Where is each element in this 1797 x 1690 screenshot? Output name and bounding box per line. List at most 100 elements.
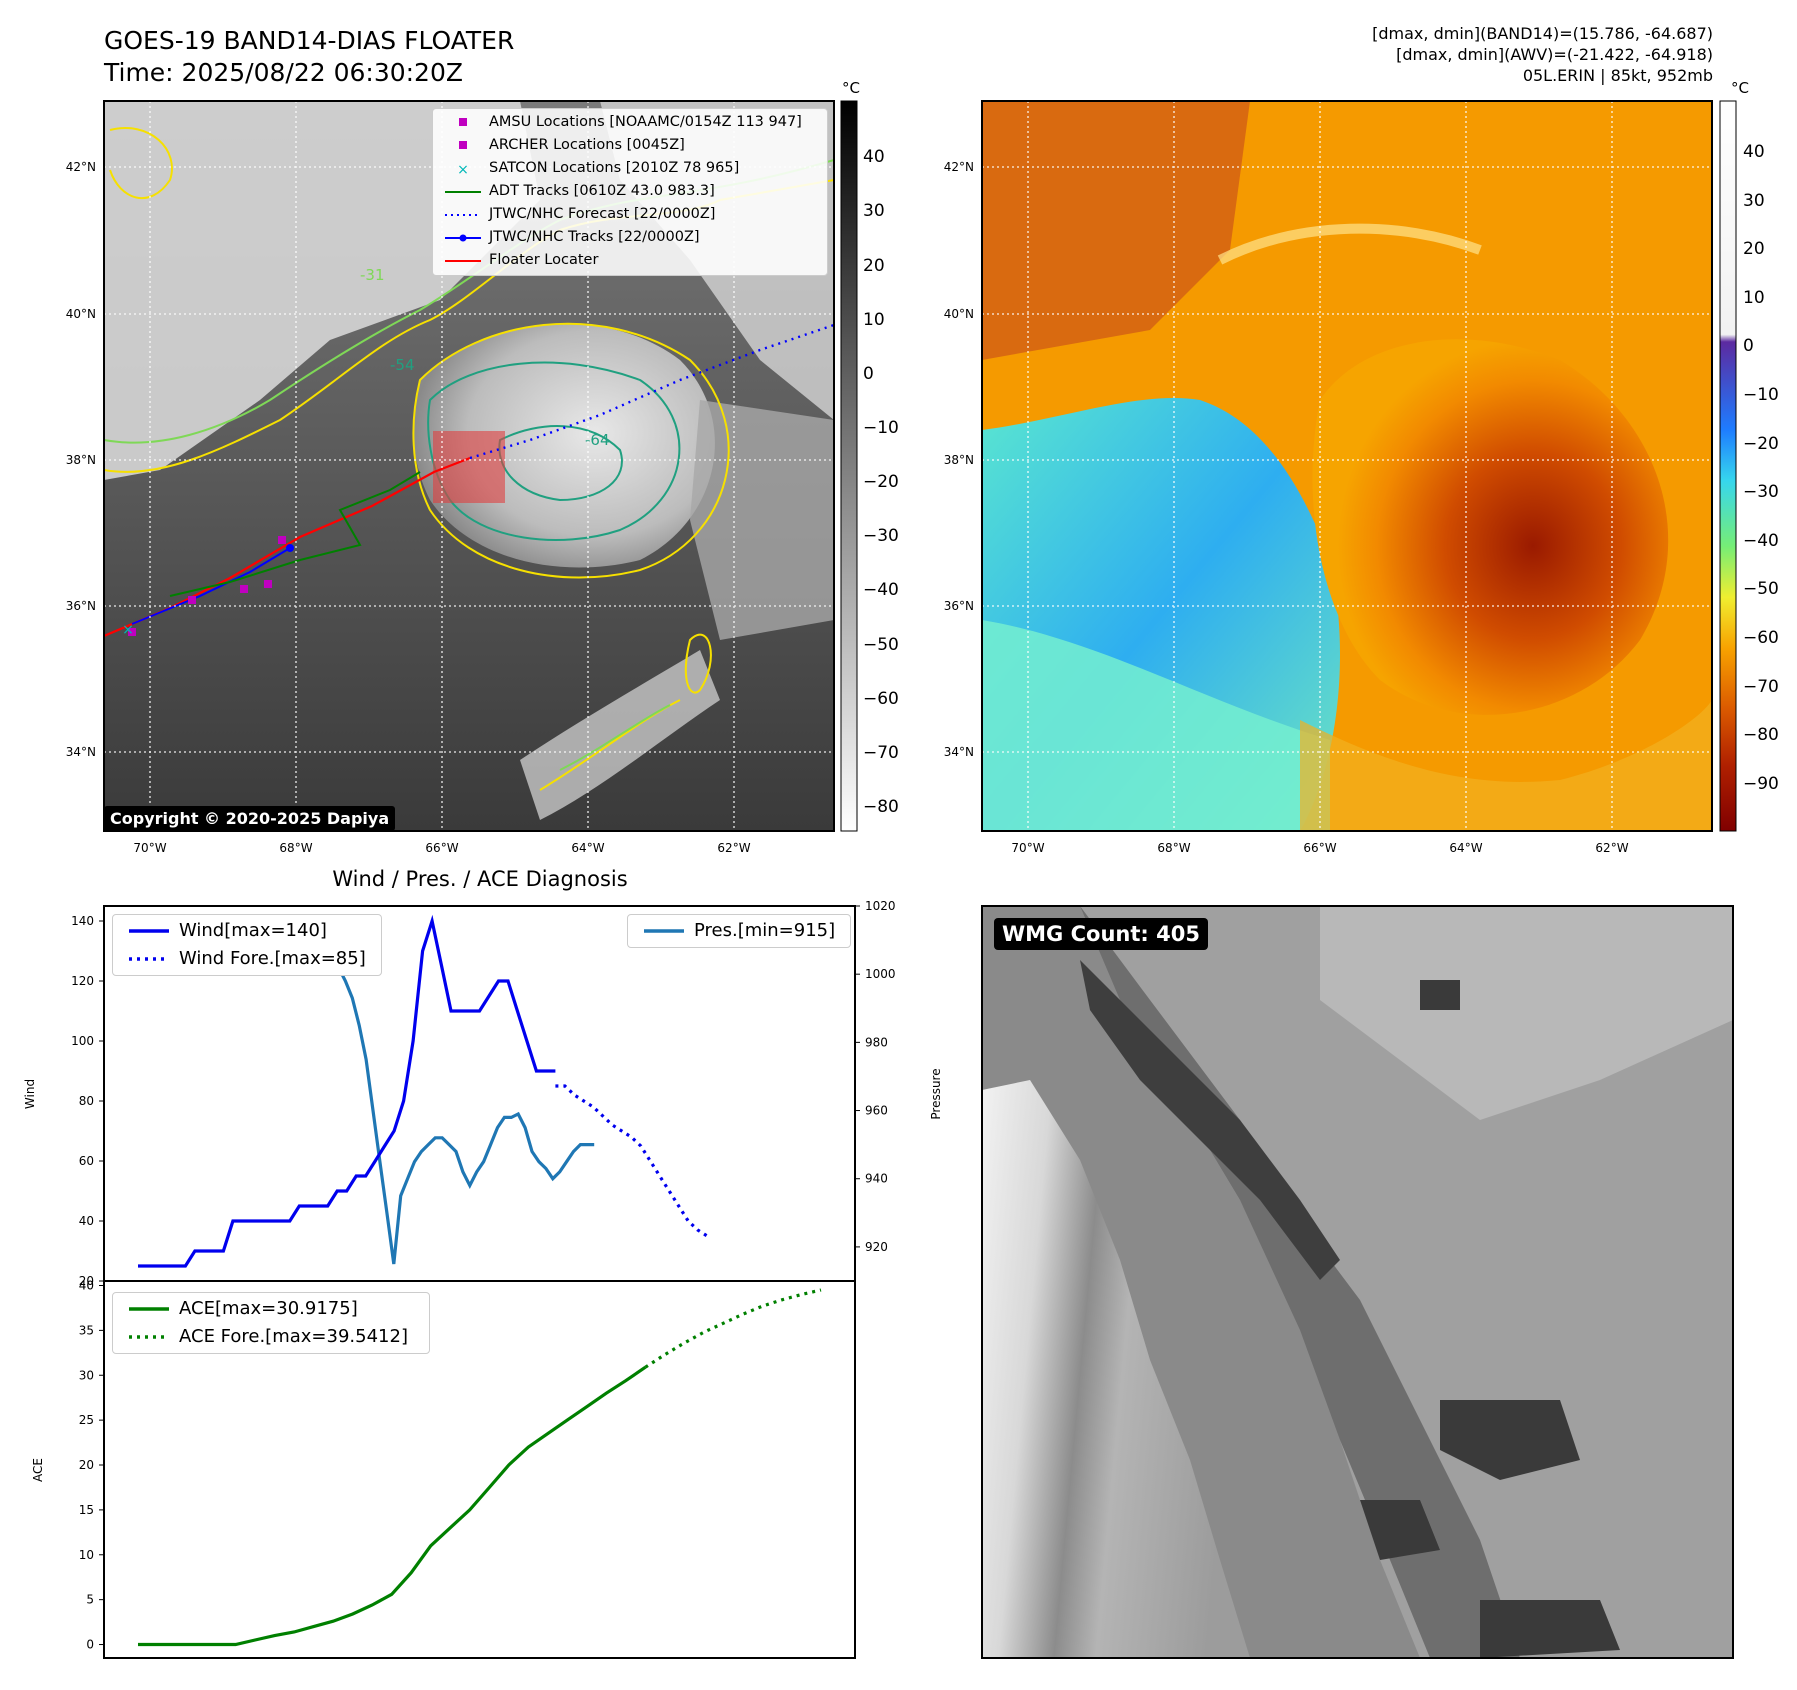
track-line-icon	[443, 226, 483, 249]
legend-item-ace: ACE[max=30.9175]	[113, 1295, 429, 1323]
ace-forecast-line-icon	[123, 1323, 173, 1351]
lon-tick: 62°W	[1595, 841, 1628, 855]
pressure-axis-label: Pressure	[929, 1068, 943, 1119]
series-line	[644, 1288, 822, 1369]
ace-tick-label: 0	[86, 1638, 94, 1652]
lat-tick: 38°N	[66, 453, 96, 467]
ace-legend: ACE[max=30.9175] ACE Fore.[max=39.5412]	[112, 1292, 430, 1354]
ace-tick-label: 25	[79, 1413, 94, 1427]
wind-tick-label: 100	[71, 1034, 94, 1048]
color-map-panel	[982, 101, 1712, 831]
wmg-count-badge: WMG Count: 405	[994, 918, 1208, 950]
ace-lines	[138, 1288, 822, 1647]
amsu-location	[278, 536, 286, 544]
lon-tick: 68°W	[1157, 841, 1190, 855]
lon-tick: 70°W	[133, 841, 166, 855]
adt-track	[169, 471, 421, 597]
pressure-line-icon	[638, 917, 688, 945]
ace-tick-label: 5	[86, 1593, 94, 1607]
series-line	[138, 1365, 647, 1647]
storm-info: 05L.ERIN | 85kt, 952mb	[1522, 66, 1713, 85]
ace-tick-label: 30	[79, 1368, 94, 1382]
amsu-marker-icon	[443, 111, 483, 134]
lon-tick: 66°W	[425, 841, 458, 855]
colorbar-left-ticks: 40 30 20 10 0 −10 −20 −30 −40 −50 −60 −7…	[863, 147, 899, 817]
pressure-tick-label: 1000	[865, 967, 896, 981]
colorbar-tick: −10	[863, 418, 899, 438]
colorbar-tick: −40	[863, 580, 899, 600]
forecast-line-icon	[443, 203, 483, 226]
contour-label: -54	[390, 356, 415, 374]
colorbar-tick: −40	[1743, 531, 1779, 551]
pressure-tick-label: 1020	[865, 899, 896, 913]
series-line	[138, 914, 556, 1268]
colorbar-tick: −80	[1743, 725, 1779, 745]
lat-tick: 36°N	[944, 599, 974, 613]
colorbar-tick: −90	[1743, 774, 1779, 794]
colorbar-grayscale	[840, 100, 858, 832]
colorbar-tick: 10	[1743, 288, 1765, 308]
lon-tick: 68°W	[279, 841, 312, 855]
colorbar-unit: °C	[1731, 79, 1749, 97]
colorbar-tick: −50	[1743, 579, 1779, 599]
wind-tick-label: 80	[79, 1094, 94, 1108]
wind-tick-label: 140	[71, 914, 94, 928]
ace-tick-label: 40	[79, 1278, 94, 1292]
figure-title: GOES-19 BAND14-DIAS FLOATER	[104, 26, 515, 55]
forecast-track	[469, 323, 834, 460]
colorbar-tick: 0	[863, 364, 874, 384]
legend-item-ace-forecast: ACE Fore.[max=39.5412]	[113, 1323, 429, 1351]
archer-location	[264, 580, 272, 588]
copyright-badge: Copyright © 2020-2025 Dapiya	[104, 806, 396, 831]
legend-item-archer: ARCHER Locations [0045Z]	[433, 134, 827, 157]
archer-location	[240, 585, 248, 593]
colorbar-tick: −80	[863, 797, 899, 817]
contour-label: -64	[585, 431, 610, 449]
figure-time: Time: 2025/08/22 06:30:20Z	[104, 58, 463, 87]
lat-tick: 42°N	[944, 160, 974, 174]
colorbar-tick: −70	[863, 743, 899, 763]
best-track-point	[286, 544, 294, 552]
floater-locater-box	[433, 431, 505, 503]
pressure-tick-label: 940	[865, 1172, 888, 1186]
map-a-ticks: 70°W 68°W 66°W 64°W 62°W 42°N 40°N 38°N …	[66, 160, 751, 855]
ace-y-ticks: 40 35 30 25 20 15 10 5 0	[79, 1278, 104, 1652]
ace-line-icon	[123, 1295, 173, 1323]
wind-tick-label: 120	[71, 974, 94, 988]
colorbar-tick: −70	[1743, 677, 1779, 697]
lat-tick: 38°N	[944, 453, 974, 467]
colorbar-tick: −20	[863, 472, 899, 492]
pressure-tick-label: 980	[865, 1035, 888, 1049]
legend-item-tracks: JTWC/NHC Tracks [22/0000Z]	[433, 226, 827, 249]
diagnosis-title: Wind / Pres. / ACE Diagnosis	[332, 867, 627, 891]
pressure-legend: Pres.[min=915]	[627, 914, 851, 948]
legend-item-floater: Floater Locater	[433, 249, 827, 272]
colorbar-tick: 10	[863, 310, 885, 330]
wind-line-icon	[123, 917, 173, 945]
colorbar-tick: 40	[1743, 142, 1765, 162]
lat-tick: 34°N	[66, 745, 96, 759]
legend-item-pressure: Pres.[min=915]	[628, 917, 850, 945]
stats-band14: [dmax, dmin](BAND14)=(15.786, -64.687)	[1372, 24, 1713, 43]
colorbar-right-ticks: 40 30 20 10 0 −10 −20 −30 −40 −50 −60 −7…	[1743, 142, 1779, 794]
wind-tick-label: 60	[79, 1154, 94, 1168]
lat-tick: 40°N	[944, 307, 974, 321]
pressure-tick-label: 920	[865, 1240, 888, 1254]
pressure-y-ticks: 1020 1000 980 960 940 920	[855, 899, 896, 1254]
lat-tick: 36°N	[66, 599, 96, 613]
wind-y-ticks: 140 120 100 80 60 40 20	[71, 914, 104, 1288]
colorbar-tick: 40	[863, 147, 885, 167]
lon-tick: 64°W	[1449, 841, 1482, 855]
adt-line-icon	[443, 180, 483, 203]
legend-item-amsu: AMSU Locations [NOAAMC/0154Z 113 947]	[433, 111, 827, 134]
wind-axis-label: Wind	[23, 1079, 37, 1109]
ace-tick-label: 35	[79, 1323, 94, 1337]
lon-tick: 66°W	[1303, 841, 1336, 855]
floater-line-icon	[443, 249, 483, 272]
wind-tick-label: 40	[79, 1214, 94, 1228]
lon-tick: 62°W	[717, 841, 750, 855]
amsu-location	[128, 628, 136, 636]
wind-tick-label: 20	[79, 1274, 94, 1288]
colorbar-tick: 30	[1743, 191, 1765, 211]
